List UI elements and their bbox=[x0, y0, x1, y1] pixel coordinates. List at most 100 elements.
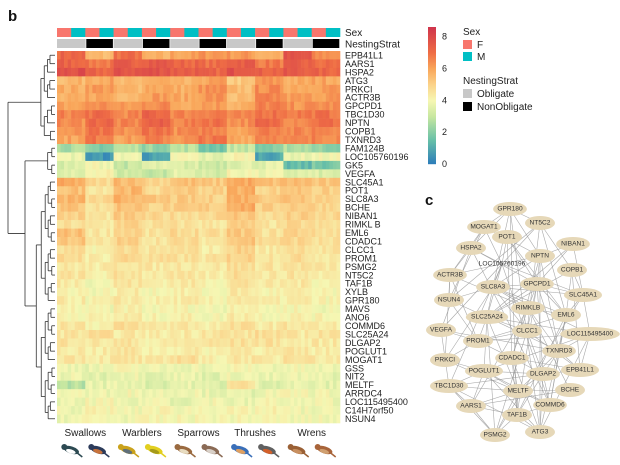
heatmap-cell bbox=[304, 211, 309, 221]
heatmap-cell bbox=[265, 203, 270, 212]
heatmap-cell bbox=[187, 253, 192, 263]
heatmap-cell bbox=[138, 76, 143, 86]
heatmap-cell bbox=[244, 144, 249, 153]
heatmap-cell bbox=[156, 101, 160, 111]
heatmap-cell bbox=[233, 414, 238, 424]
heatmap-cell bbox=[329, 177, 334, 187]
heatmap-cell bbox=[301, 228, 305, 238]
heatmap-cell bbox=[244, 51, 249, 60]
heatmap-cell bbox=[81, 118, 86, 128]
heatmap-cell bbox=[141, 330, 146, 339]
heatmap-cell bbox=[102, 144, 107, 153]
heatmap-cell bbox=[187, 237, 192, 246]
heatmap-cell bbox=[177, 186, 182, 196]
heatmap-cell bbox=[92, 211, 97, 221]
heatmap-cell bbox=[294, 110, 298, 119]
heatmap-cell bbox=[95, 169, 100, 179]
heatmap-cell bbox=[240, 110, 245, 119]
heatmap-cell bbox=[170, 228, 175, 238]
row-label: MOGAT1 bbox=[345, 355, 382, 365]
heatmap-cell bbox=[325, 186, 330, 196]
heatmap-cell bbox=[219, 279, 224, 289]
network-node: NT5C2 bbox=[525, 216, 555, 230]
heatmap-cell bbox=[223, 152, 228, 162]
heatmap-cell bbox=[311, 296, 316, 305]
heatmap-cell bbox=[315, 220, 320, 229]
heatmap-cell bbox=[205, 144, 210, 153]
heatmap-cell bbox=[251, 135, 256, 145]
heatmap-cell bbox=[233, 118, 238, 128]
heatmap-cell bbox=[191, 313, 196, 322]
heatmap-cell bbox=[248, 110, 252, 119]
heatmap-cell bbox=[318, 338, 323, 348]
heatmap-cell bbox=[308, 144, 312, 153]
heatmap-cell bbox=[127, 262, 132, 272]
heatmap-cell bbox=[141, 51, 146, 60]
heatmap-cell bbox=[290, 397, 295, 407]
heatmap-cell bbox=[332, 67, 337, 77]
heatmap-cell bbox=[138, 169, 143, 179]
heatmap-cell bbox=[294, 194, 298, 204]
heatmap-cell bbox=[336, 67, 341, 77]
heatmap-cell bbox=[297, 177, 302, 187]
heatmap-cell bbox=[212, 144, 217, 153]
heatmap-cell bbox=[279, 203, 284, 212]
heatmap-cell bbox=[265, 330, 270, 339]
heatmap-cell bbox=[286, 211, 291, 221]
row-label: POT1 bbox=[345, 186, 369, 196]
heatmap-cell bbox=[120, 397, 125, 407]
heatmap-cell bbox=[294, 220, 298, 229]
heatmap-cell bbox=[57, 93, 61, 103]
heatmap-cell bbox=[272, 211, 277, 221]
heatmap-cell bbox=[148, 186, 153, 196]
heatmap-cell bbox=[244, 220, 249, 229]
heatmap-cell bbox=[290, 84, 295, 94]
heatmap-cell bbox=[290, 101, 295, 111]
heatmap-cell bbox=[131, 355, 136, 365]
heatmap-cell bbox=[308, 160, 312, 170]
heatmap-cell bbox=[152, 211, 157, 221]
heatmap-cell bbox=[315, 51, 320, 60]
heatmap-cell bbox=[318, 346, 323, 356]
heatmap-cell bbox=[170, 51, 175, 60]
heatmap-cell bbox=[166, 177, 171, 187]
heatmap-cell bbox=[329, 169, 334, 179]
heatmap-cell bbox=[318, 380, 323, 390]
heatmap-cell bbox=[219, 169, 224, 179]
heatmap-cell bbox=[99, 313, 104, 322]
colorbar-segment bbox=[428, 77, 436, 79]
heatmap-cell bbox=[332, 177, 337, 187]
heatmap-cell bbox=[88, 363, 93, 373]
heatmap-cell bbox=[191, 406, 196, 415]
heatmap-cell bbox=[336, 220, 341, 229]
heatmap-cell bbox=[134, 304, 139, 314]
heatmap-cell bbox=[269, 338, 274, 348]
network-node: AARS1 bbox=[456, 399, 486, 413]
heatmap-cell bbox=[233, 346, 238, 356]
heatmap-cell bbox=[173, 304, 178, 314]
heatmap-cell bbox=[141, 177, 146, 187]
heatmap-cell bbox=[92, 253, 97, 263]
network-edge bbox=[506, 236, 567, 316]
heatmap-cell bbox=[325, 304, 330, 314]
heatmap-cell bbox=[318, 51, 323, 60]
heatmap-cell bbox=[272, 397, 277, 407]
heatmap-cell bbox=[64, 245, 68, 255]
heatmap-cell bbox=[152, 406, 157, 415]
heatmap-cell bbox=[163, 346, 167, 356]
heatmap-cell bbox=[113, 313, 118, 322]
heatmap-cell bbox=[180, 76, 185, 86]
heatmap-cell bbox=[322, 389, 327, 398]
heatmap-cell bbox=[74, 389, 79, 398]
heatmap-cell bbox=[99, 160, 104, 170]
heatmap-cell bbox=[240, 67, 245, 77]
heatmap-cell bbox=[272, 194, 277, 204]
heatmap-cell bbox=[212, 127, 217, 136]
heatmap-cell bbox=[286, 220, 291, 229]
heatmap-cell bbox=[102, 389, 107, 398]
heatmap-cell bbox=[156, 110, 160, 119]
heatmap-cell bbox=[294, 76, 298, 86]
heatmap-cell bbox=[163, 245, 167, 255]
heatmap-cell bbox=[74, 313, 79, 322]
heatmap-cell bbox=[78, 304, 83, 314]
